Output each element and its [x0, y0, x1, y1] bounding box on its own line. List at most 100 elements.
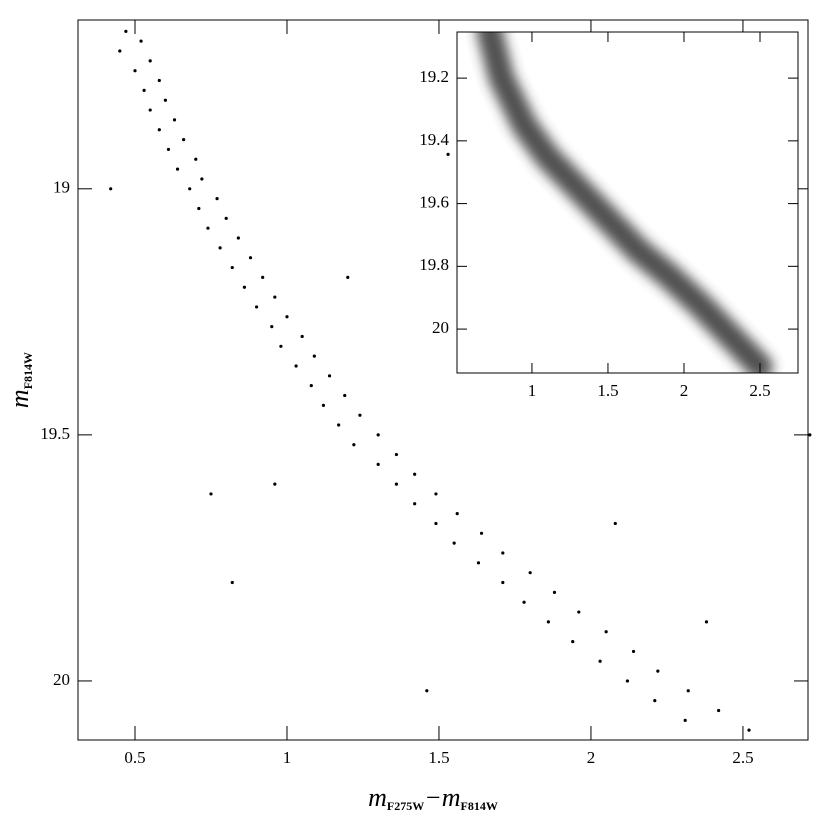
point — [109, 187, 113, 191]
point — [455, 512, 459, 516]
point — [118, 49, 122, 53]
point — [343, 393, 347, 398]
y-tick-label: 19.5 — [40, 424, 70, 443]
label-subscript: F814W — [21, 352, 35, 389]
point — [501, 580, 505, 585]
point — [215, 197, 219, 201]
point — [294, 364, 298, 368]
point — [522, 600, 526, 604]
x-tick-label: 1 — [283, 748, 292, 767]
point — [434, 521, 438, 526]
point — [309, 384, 313, 388]
x-tick-label: 2.5 — [749, 381, 770, 400]
point — [209, 492, 213, 496]
x-tick-label: 2 — [587, 748, 596, 767]
point — [653, 699, 657, 703]
point — [717, 708, 721, 713]
point — [142, 88, 146, 92]
y-tick-label: 20 — [53, 670, 70, 689]
point — [270, 325, 274, 329]
y-tick-label: 19.8 — [419, 255, 449, 274]
point — [452, 541, 456, 545]
point — [327, 374, 332, 378]
point — [224, 216, 228, 220]
label-subscript: F814W — [461, 799, 498, 813]
point — [254, 305, 259, 309]
point — [656, 669, 660, 673]
x-tick-label: 2.5 — [732, 748, 753, 767]
x-tick-label: 0.5 — [124, 748, 145, 767]
y-axis-label: mF814W — [5, 352, 35, 408]
point — [200, 177, 204, 181]
point — [501, 551, 505, 555]
point — [604, 630, 608, 634]
point — [686, 689, 690, 693]
point — [808, 433, 812, 437]
point — [248, 256, 253, 260]
point — [163, 98, 167, 102]
point — [321, 403, 326, 407]
point — [346, 275, 350, 279]
y-tick-label: 19.2 — [419, 67, 449, 86]
point — [577, 610, 581, 614]
y-tick-label: 19.4 — [419, 130, 449, 149]
point — [571, 639, 575, 644]
point — [625, 679, 630, 683]
point — [413, 502, 417, 506]
x-tick-label: 1 — [528, 381, 537, 400]
point — [552, 590, 557, 594]
point — [376, 433, 380, 437]
label-subscript: F275W — [387, 799, 424, 813]
point — [434, 492, 438, 496]
point — [230, 580, 234, 585]
point — [312, 354, 316, 358]
point — [376, 462, 380, 467]
plot-frame — [456, 31, 799, 374]
point — [273, 295, 277, 299]
point — [352, 443, 356, 447]
point — [194, 157, 198, 161]
x-axis-label: mF275W−mF814W — [368, 783, 498, 813]
point — [358, 413, 362, 417]
x-tick-label: 1.5 — [597, 381, 618, 400]
y-tick-label: 19.6 — [419, 193, 449, 212]
point — [206, 226, 210, 230]
point — [197, 206, 201, 211]
point — [242, 285, 247, 289]
point — [479, 531, 484, 535]
point — [613, 521, 617, 526]
point — [188, 187, 192, 191]
point — [285, 315, 289, 319]
y-tick-label: 19 — [53, 178, 70, 197]
point — [139, 39, 143, 43]
plot-area — [109, 29, 812, 732]
point — [446, 152, 450, 156]
point — [631, 649, 636, 654]
inset-plot — [476, 32, 773, 373]
point — [230, 265, 234, 270]
point — [704, 620, 709, 624]
point — [425, 689, 429, 693]
point — [172, 118, 177, 122]
point — [166, 147, 171, 152]
label-symbol: m — [5, 389, 34, 408]
point — [747, 728, 751, 732]
point — [546, 620, 551, 624]
point — [157, 128, 161, 132]
point — [157, 78, 161, 83]
point — [175, 167, 180, 171]
point — [394, 452, 399, 457]
point — [300, 334, 304, 339]
point — [337, 423, 341, 427]
point — [133, 69, 137, 73]
density-ridge — [476, 32, 773, 373]
point — [683, 718, 687, 722]
label-symbol: m — [368, 783, 387, 812]
x-tick-label: 1.5 — [428, 748, 449, 767]
point — [236, 236, 240, 240]
point — [394, 482, 399, 486]
point — [273, 482, 277, 486]
point — [413, 472, 417, 476]
point — [124, 29, 128, 33]
